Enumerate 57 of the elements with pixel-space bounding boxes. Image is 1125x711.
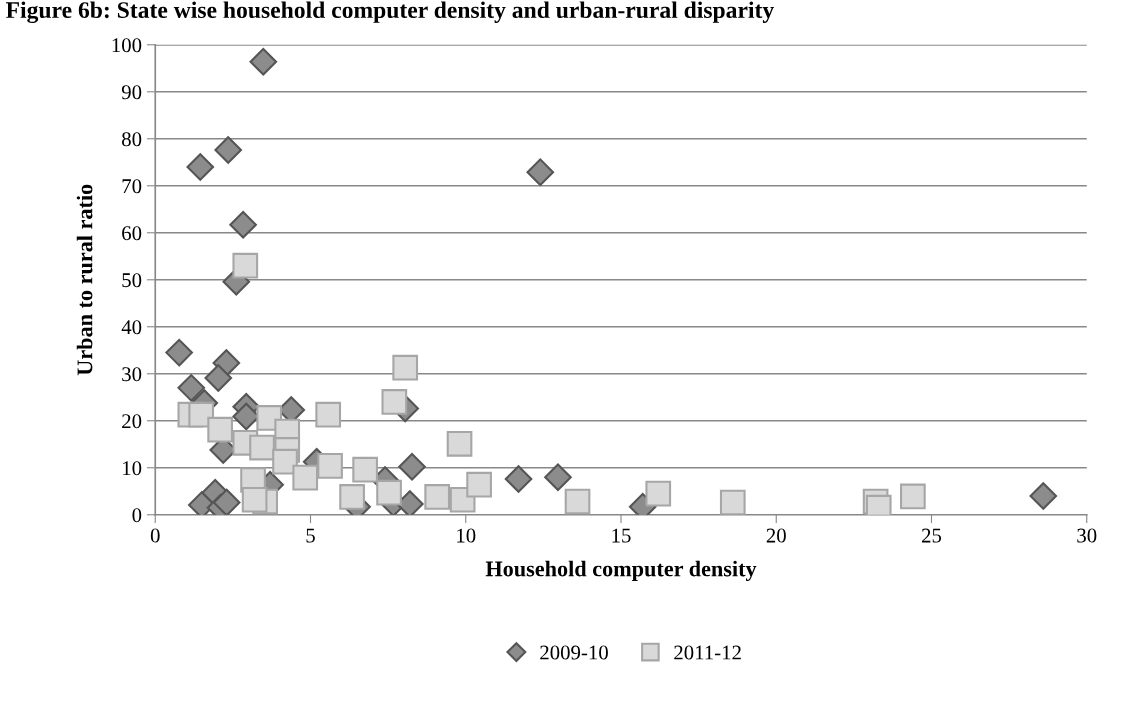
legend-label: 2011-12 (674, 645, 741, 660)
point (381, 389, 408, 415)
y-tick-label: 60 (122, 226, 142, 241)
y-tick-label: 70 (122, 179, 142, 194)
x-tick-label: 25 (922, 528, 942, 543)
y-tick-label: 50 (122, 273, 142, 288)
y-tick-label: 0 (132, 508, 142, 523)
point (392, 354, 419, 381)
point (249, 47, 278, 76)
point (526, 158, 555, 186)
x-axis-title: Household computer density (485, 560, 757, 581)
y-tick-label: 80 (122, 132, 142, 147)
y-tick-label: 40 (121, 320, 142, 335)
point (317, 453, 343, 479)
point (504, 465, 533, 493)
point (564, 488, 591, 515)
x-tick-label: 0 (150, 528, 160, 543)
point (249, 434, 275, 461)
point (272, 448, 298, 475)
point (1029, 482, 1058, 510)
point (232, 252, 259, 279)
point (446, 430, 473, 457)
y-axis-title: Urban to rural ratio (76, 184, 93, 376)
chart-title: Figure 6b: State wise household computer density and urban-rural disparity (6, 1, 774, 24)
x-tick-label: 20 (766, 528, 786, 543)
point (339, 484, 365, 510)
legend-label: 2009-10 (540, 645, 608, 660)
point (165, 338, 193, 367)
point (186, 153, 215, 181)
x-tick-label: 30 (1077, 528, 1097, 543)
point (544, 463, 572, 491)
point (207, 416, 233, 443)
point (900, 483, 926, 510)
x-tick-label: 5 (306, 528, 315, 543)
point (241, 486, 268, 513)
y-tick-label: 30 (122, 367, 142, 382)
point (229, 210, 257, 239)
x-tick-label: 15 (612, 528, 631, 543)
y-tick-label: 100 (112, 38, 142, 53)
point (424, 484, 451, 510)
point (352, 456, 378, 483)
point (645, 480, 672, 507)
point (214, 136, 243, 164)
point (398, 453, 426, 481)
point (177, 374, 206, 402)
point (204, 364, 233, 392)
point (315, 401, 342, 428)
x-tick-label: 10 (457, 528, 476, 543)
y-tick-label: 10 (123, 461, 142, 476)
point (292, 464, 319, 491)
point (212, 488, 241, 515)
y-tick-label: 90 (121, 85, 142, 100)
y-tick-label: 20 (122, 414, 142, 429)
point (719, 489, 746, 515)
point (376, 479, 402, 506)
point (466, 471, 492, 498)
point (396, 490, 424, 515)
